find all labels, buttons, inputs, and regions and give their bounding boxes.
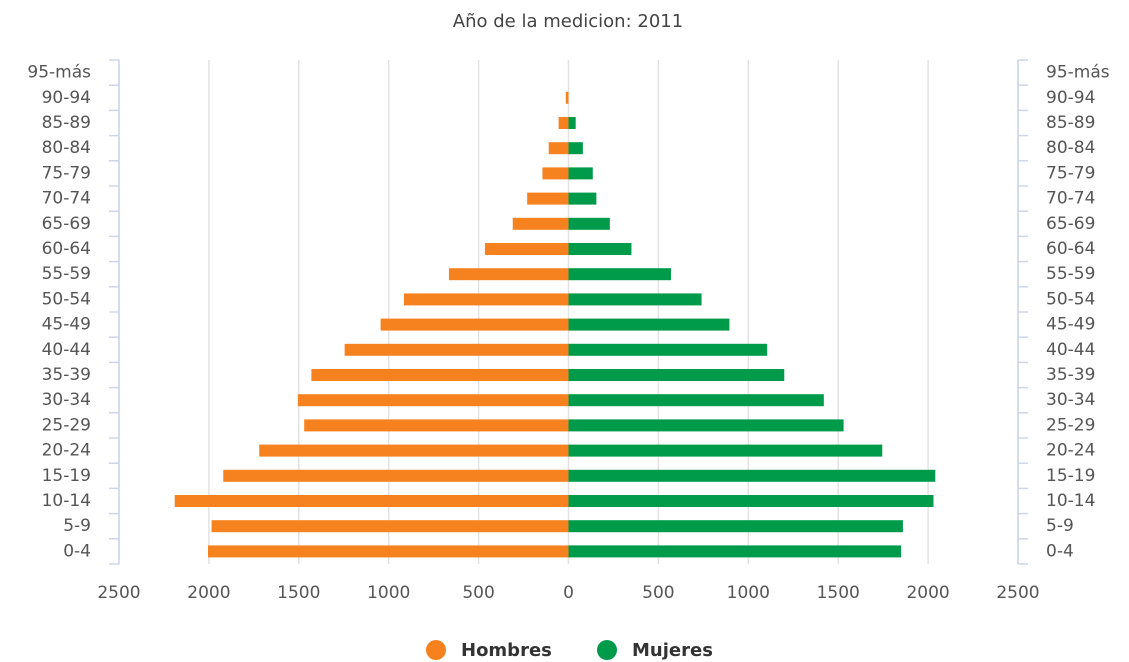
bar [344, 343, 569, 356]
x-tick-label: 2000 [906, 583, 949, 603]
y-tick-label: 40-44 [42, 340, 91, 360]
legend-label: Mujeres [632, 640, 713, 661]
y-tick-label: 90-94 [1046, 88, 1095, 108]
bar [568, 495, 934, 507]
x-tick-label: 500 [462, 583, 494, 603]
bar [304, 419, 569, 432]
y-tick-label: 10-14 [1046, 491, 1095, 511]
y-tick-label: 95-más [27, 63, 91, 83]
y-tick-label: 60-64 [1046, 239, 1095, 259]
y-tick-label: 5-9 [63, 516, 91, 536]
bar [568, 318, 730, 331]
bar [568, 217, 610, 230]
y-tick-label: 45-49 [42, 315, 91, 335]
bar [448, 268, 569, 281]
bar [548, 142, 569, 155]
y-tick-label: 80-84 [1046, 138, 1095, 158]
bar [568, 192, 597, 205]
bar [568, 142, 583, 155]
bar [174, 495, 569, 507]
bar [568, 243, 632, 255]
legend-marker [597, 640, 617, 660]
y-tick-label: 30-34 [42, 390, 91, 410]
y-tick-label: 70-74 [42, 189, 91, 209]
bar [211, 520, 569, 533]
bar [259, 444, 569, 457]
y-tick-label: 60-64 [42, 239, 91, 259]
bar [568, 469, 936, 482]
bar [208, 545, 569, 558]
bar [568, 293, 702, 306]
y-tick-label: 10-14 [42, 491, 91, 511]
bar [484, 243, 569, 255]
y-tick-label: 0-4 [1046, 541, 1074, 561]
bar [568, 117, 576, 129]
y-tick-label: 55-59 [1046, 264, 1095, 284]
bar [568, 520, 903, 533]
y-tick-label: 15-19 [42, 466, 91, 486]
y-tick-label: 85-89 [42, 113, 91, 133]
y-tick-label: 65-69 [1046, 214, 1095, 234]
bar [568, 343, 768, 356]
bar [311, 369, 569, 381]
x-tick-label: 2000 [187, 583, 230, 603]
y-tick-label: 80-84 [42, 138, 91, 158]
chart-title: Año de la medicion: 2011 [453, 11, 683, 32]
y-tick-label: 90-94 [42, 88, 91, 108]
bar [380, 318, 569, 331]
x-tick-label: 1000 [367, 583, 410, 603]
bar [558, 117, 569, 129]
x-tick-label: 2500 [996, 583, 1039, 603]
y-tick-label: 70-74 [1046, 189, 1095, 209]
bar [403, 293, 569, 306]
y-tick-label: 5-9 [1046, 516, 1074, 536]
y-tick-label: 30-34 [1046, 390, 1095, 410]
bar [223, 469, 569, 482]
x-tick-label: 2500 [97, 583, 140, 603]
bar [568, 419, 844, 432]
y-tick-label: 75-79 [1046, 163, 1095, 183]
y-tick-label: 55-59 [42, 264, 91, 284]
x-tick-label: 1500 [817, 583, 860, 603]
bar [297, 394, 569, 407]
legend-label: Hombres [461, 640, 552, 661]
y-tick-label: 25-29 [42, 415, 91, 435]
y-tick-label: 0-4 [63, 541, 91, 561]
x-tick-label: 1000 [727, 583, 770, 603]
bar [568, 444, 883, 457]
y-tick-label: 15-19 [1046, 466, 1095, 486]
bar [565, 91, 569, 104]
bar [568, 268, 671, 281]
y-tick-label: 95-más [1046, 63, 1110, 83]
bar [568, 394, 824, 407]
x-tick-label: 500 [642, 583, 674, 603]
y-tick-label: 40-44 [1046, 340, 1095, 360]
y-tick-label: 50-54 [42, 289, 91, 309]
y-tick-label: 35-39 [42, 365, 91, 385]
y-tick-label: 65-69 [42, 214, 91, 234]
y-tick-label: 25-29 [1046, 415, 1095, 435]
y-tick-label: 75-79 [42, 163, 91, 183]
bar [527, 192, 569, 205]
y-tick-label: 35-39 [1046, 365, 1095, 385]
bar [568, 167, 593, 180]
bar [568, 545, 902, 558]
y-tick-label: 50-54 [1046, 289, 1095, 309]
y-tick-label: 85-89 [1046, 113, 1095, 133]
x-tick-label: 0 [563, 583, 574, 603]
bar [568, 369, 785, 381]
y-tick-label: 20-24 [42, 441, 91, 461]
y-tick-label: 20-24 [1046, 441, 1095, 461]
legend-marker [426, 640, 446, 660]
bar [542, 167, 569, 180]
y-tick-label: 45-49 [1046, 315, 1095, 335]
x-tick-label: 1500 [277, 583, 320, 603]
bar [512, 217, 569, 230]
